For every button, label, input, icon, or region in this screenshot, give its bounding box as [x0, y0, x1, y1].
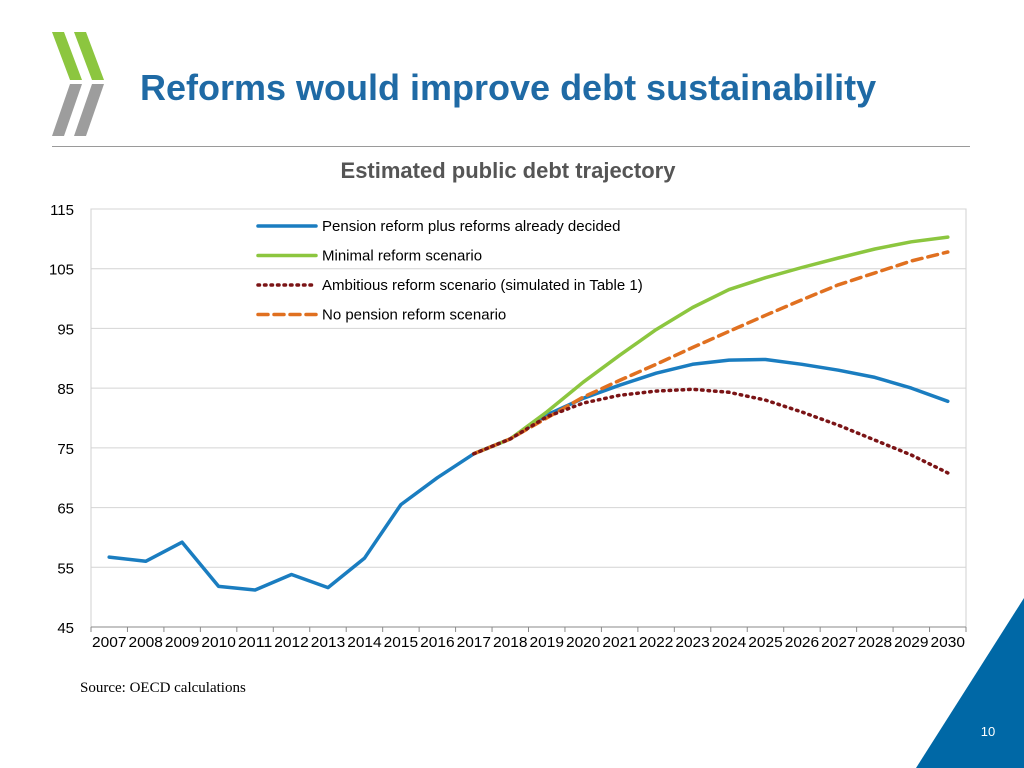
x-tick-label: 2015 [384, 635, 418, 651]
gridlines [90, 208, 967, 628]
x-tick-label: 2022 [639, 635, 673, 651]
x-tick-label: 2012 [274, 635, 308, 651]
x-tick-label: 2018 [493, 635, 527, 651]
y-tick-label: 55 [57, 560, 74, 577]
x-tick-label: 2020 [566, 635, 600, 651]
logo-chevron-gray-right [74, 84, 104, 136]
y-axis: 45 55 65 75 85 95 105 115 [49, 202, 74, 637]
legend-label: Pension reform plus reforms already deci… [322, 218, 620, 235]
x-tick-label: 2029 [894, 635, 928, 651]
logo-chevron-green-left [52, 32, 82, 80]
plot-area-frame [90, 208, 967, 628]
series-lines [107, 235, 950, 592]
y-tick-label: 45 [57, 620, 74, 637]
x-tick-label: 2021 [602, 635, 636, 651]
x-tick-label: 2009 [165, 635, 199, 651]
legend-label: Minimal reform scenario [322, 248, 482, 265]
source-note: Source: OECD calculations [80, 680, 246, 696]
x-tick-label: 2023 [675, 635, 709, 651]
x-tick-label: 2013 [311, 635, 345, 651]
x-axis: 2007 2008 2009 2010 2011 2012 2013 2014 2015 2016… [90, 626, 967, 651]
legend: Pension reform plus reforms already deci… [256, 218, 643, 324]
slide-title: Reforms would improve debt sustainabilit… [140, 67, 877, 108]
page-number: 10 [980, 724, 996, 739]
legend-label: Ambitious reform scenario (simulated in … [322, 277, 643, 294]
y-tick-label: 105 [49, 262, 74, 279]
y-tick-label: 85 [57, 381, 74, 398]
x-tick-label: 2017 [457, 635, 491, 651]
x-tick-label: 2010 [201, 635, 235, 651]
x-tick-label: 2028 [858, 635, 892, 651]
logo-chevron-green-right [74, 32, 104, 80]
series-line-3 [472, 387, 950, 475]
oecd-logo [52, 32, 104, 136]
y-tick-label: 65 [57, 501, 74, 518]
y-tick-label: 95 [57, 321, 74, 338]
x-tick-label: 2027 [821, 635, 855, 651]
logo-chevron-gray-left [52, 84, 82, 136]
x-tick-label: 2030 [931, 635, 965, 651]
y-tick-label: 75 [57, 441, 74, 458]
series-line-4 [472, 250, 950, 456]
x-tick-label: 2026 [785, 635, 819, 651]
x-tick-label: 2019 [530, 635, 564, 651]
x-tick-label: 2011 [238, 635, 272, 651]
chart-title: Estimated public debt trajectory [341, 158, 677, 183]
x-tick-label: 2025 [748, 635, 782, 651]
y-tick-label: 115 [50, 202, 74, 219]
x-tick-label: 2024 [712, 635, 746, 651]
x-tick-label: 2008 [128, 635, 162, 651]
title-divider [52, 146, 970, 147]
x-tick-label: 2007 [92, 635, 126, 651]
series-line-2 [472, 235, 950, 456]
x-tick-label: 2016 [420, 635, 454, 651]
legend-label: No pension reform scenario [322, 307, 506, 324]
corner-triangle [916, 598, 1024, 768]
series-line-1 [107, 357, 950, 592]
x-tick-label: 2014 [347, 635, 381, 651]
